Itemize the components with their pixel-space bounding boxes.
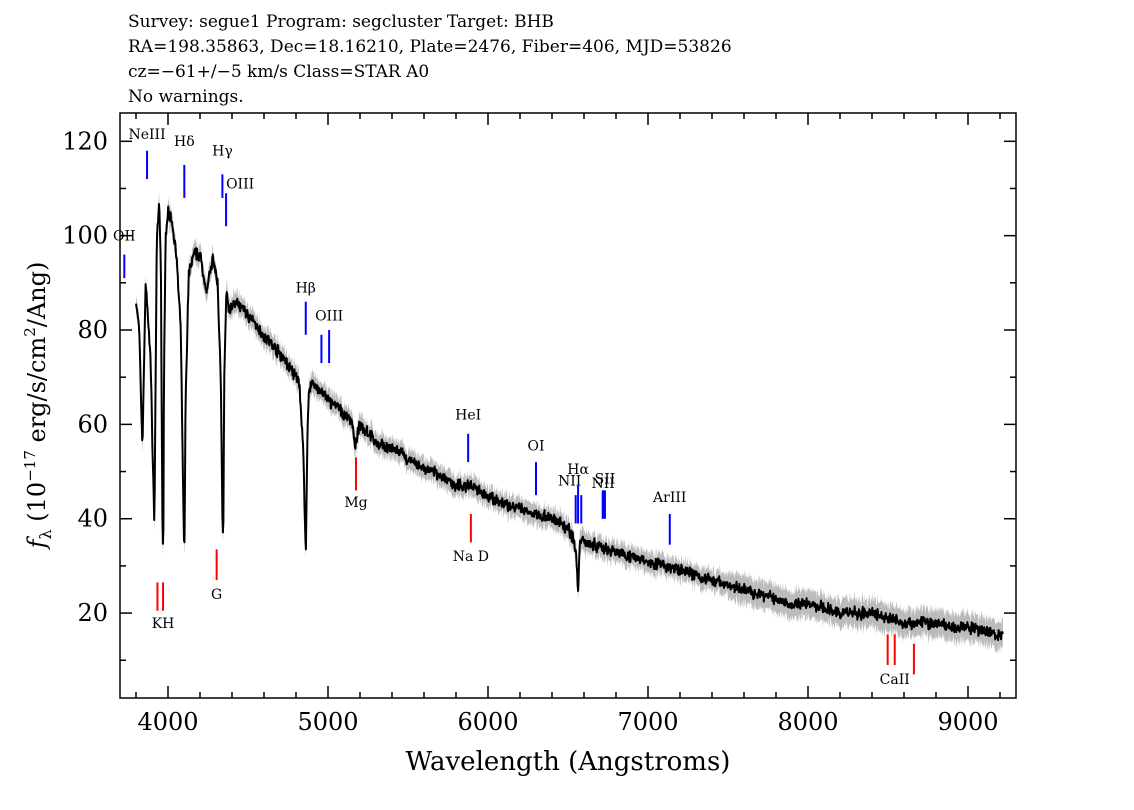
line-label-na-d: Na D — [453, 549, 489, 565]
line-label-neiii: NeIII — [128, 127, 165, 143]
line-label-kh: KH — [152, 616, 175, 632]
line-label-oiii: OIII — [226, 176, 254, 192]
x-tick-label: 8000 — [777, 708, 838, 736]
line-label-hδ: Hδ — [174, 134, 195, 150]
plot-frame — [119, 112, 1017, 699]
header-redshift-line: cz=−61+/−5 km/s Class=STAR A0 — [128, 62, 430, 82]
flux-series — [135, 202, 1004, 642]
flux-error-band — [136, 191, 1003, 656]
line-label-caii: CaII — [880, 672, 910, 688]
flux-line — [135, 202, 1004, 642]
line-label-oiii: OIII — [315, 309, 343, 325]
x-axis-label: Wavelength (Angstroms) — [406, 747, 731, 777]
header-survey-line: Survey: segue1 Program: segcluster Targe… — [128, 12, 554, 32]
line-label-ariii: ArIII — [652, 490, 686, 506]
y-tick-label: 20 — [77, 599, 108, 627]
x-tick-label: 4000 — [137, 708, 198, 736]
y-tick-label: 40 — [77, 505, 108, 533]
line-label-nii: NII — [592, 476, 615, 492]
y-axis-label: fλ (10−17 erg/s/cm2/Ang) — [21, 262, 55, 551]
line-label-nii: NII — [558, 474, 581, 490]
line-label-hγ: Hγ — [212, 143, 233, 159]
x-tick-label: 7000 — [617, 708, 678, 736]
x-tick-label: 9000 — [937, 708, 998, 736]
line-label-hβ: Hβ — [296, 280, 316, 296]
y-tick-label: 60 — [77, 410, 108, 438]
line-label-mg: Mg — [344, 495, 367, 511]
error-band — [136, 191, 1003, 656]
line-label-hei: HeI — [455, 408, 481, 424]
plot-axes: 4000 5000 6000 7000 8000 9000 20 40 60 80 100 120 — [62, 112, 1017, 736]
header-warnings-line: No warnings. — [128, 87, 244, 107]
y-tick-label: 120 — [62, 127, 108, 155]
header-coords-line: RA=198.35863, Dec=18.16210, Plate=2476, … — [128, 37, 732, 57]
line-label-hα: Hα — [567, 462, 589, 478]
line-label-oi: OI — [527, 438, 544, 454]
line-label-g: G — [211, 587, 222, 603]
x-tick-label: 5000 — [297, 708, 358, 736]
line-label-sii: SII — [595, 471, 616, 487]
y-tick-label: 100 — [62, 222, 108, 250]
y-axis-label-text: fλ (10−17 erg/s/cm2/Ang) — [21, 262, 55, 551]
x-tick-label: 6000 — [457, 708, 518, 736]
y-tick-label: 80 — [77, 316, 108, 344]
